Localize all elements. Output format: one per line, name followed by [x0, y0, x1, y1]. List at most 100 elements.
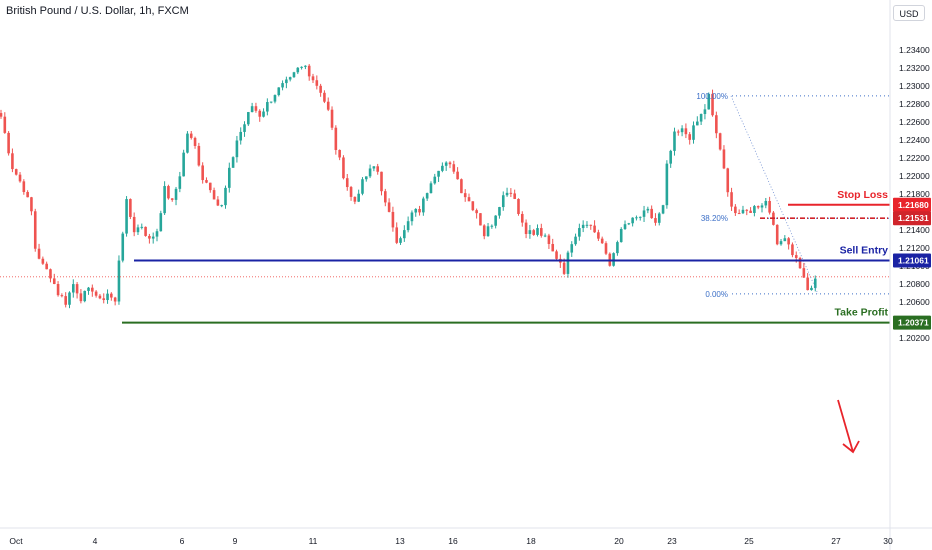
candle-body	[787, 238, 790, 245]
candle-body	[33, 211, 37, 249]
time-tick-label: 20	[614, 536, 624, 546]
candle-body	[91, 287, 94, 292]
candle-body	[79, 293, 83, 302]
candle-body	[148, 235, 151, 239]
price-tick-label: 1.22800	[899, 99, 930, 109]
candle-body	[102, 298, 106, 301]
candle-body	[349, 187, 353, 197]
candle-body	[262, 111, 265, 117]
candle-body	[45, 263, 48, 270]
candle-body	[113, 297, 117, 302]
candle-body	[159, 213, 163, 232]
candle-body	[136, 227, 140, 233]
candle-body	[163, 186, 166, 214]
candle-body	[304, 65, 307, 67]
candle-body	[323, 92, 326, 102]
candle-body	[0, 113, 3, 117]
candle-body	[798, 257, 802, 269]
price-label-box	[893, 253, 931, 268]
candle-body	[661, 205, 665, 214]
candle-body	[585, 224, 589, 226]
candle-body	[273, 95, 277, 102]
candle-body	[460, 179, 463, 194]
candle-body	[186, 133, 189, 153]
candle-body	[813, 278, 817, 288]
candle-body	[574, 236, 577, 245]
level-name: Take Profit	[835, 307, 889, 319]
candle-body	[475, 210, 478, 214]
candle-body	[753, 206, 756, 214]
price-tick-label: 1.20200	[899, 333, 930, 343]
candle-body	[456, 171, 459, 180]
candle-body	[372, 166, 376, 169]
candle-body	[540, 228, 543, 236]
candle-body	[410, 212, 414, 222]
candle-body	[151, 236, 155, 239]
candle-body	[300, 66, 303, 68]
time-tick-label: Oct	[9, 536, 23, 546]
candle-body	[528, 230, 532, 234]
down-arrow-head	[842, 440, 860, 454]
candle-body	[680, 128, 684, 133]
price-tick-label: 1.22000	[899, 171, 930, 181]
candle-body	[425, 193, 429, 199]
candle-body	[555, 251, 558, 259]
candle-body	[345, 178, 349, 188]
candle-body	[243, 124, 246, 132]
currency-button[interactable]: USD	[893, 5, 925, 21]
candle-body	[517, 198, 520, 214]
candle-body	[129, 199, 132, 217]
price-tick-label: 1.23400	[899, 45, 930, 55]
candle-body	[87, 287, 90, 291]
candle-body	[707, 93, 711, 110]
candle-body	[452, 164, 456, 172]
price-tick-label: 1.22400	[899, 135, 930, 145]
candle-body	[75, 284, 79, 294]
candle-body	[627, 223, 631, 225]
candle-body	[380, 171, 383, 192]
candle-body	[616, 242, 619, 254]
candle-body	[418, 209, 421, 213]
candle-body	[205, 180, 208, 183]
candle-body	[269, 101, 273, 103]
candle-body	[490, 225, 494, 227]
candle-body	[285, 79, 288, 84]
time-tick-label: 13	[395, 536, 405, 546]
candle-body	[155, 231, 159, 237]
chart-title: British Pound / U.S. Dollar, 1h, FXCM	[6, 5, 189, 17]
candle-body	[174, 188, 178, 200]
candle-body	[570, 244, 574, 253]
candle-body	[494, 215, 497, 226]
candle-body	[448, 162, 452, 165]
candle-body	[391, 211, 395, 228]
candle-body	[277, 87, 281, 96]
price-label-text: 1.21531	[898, 213, 929, 223]
candle-body	[509, 192, 513, 194]
candle-body	[326, 101, 330, 110]
candle-body	[692, 125, 695, 140]
candle-body	[768, 200, 771, 213]
fib-level-label: 100.00%	[696, 92, 728, 101]
candle-body	[144, 226, 147, 236]
candle-body	[22, 181, 26, 193]
candle-body	[429, 183, 433, 194]
candle-body	[646, 208, 650, 211]
candle-body	[384, 191, 387, 203]
time-tick-label: 6	[180, 536, 185, 546]
candle-body	[231, 157, 235, 168]
candle-body	[403, 230, 406, 239]
candle-body	[437, 170, 440, 177]
candle-body	[18, 174, 22, 182]
candle-body	[235, 140, 239, 158]
time-tick-label: 25	[744, 536, 754, 546]
candle-body	[224, 187, 227, 206]
level-name: Sell Entry	[840, 245, 889, 257]
candle-body	[760, 205, 764, 208]
candle-body	[551, 243, 555, 252]
candle-body	[342, 157, 345, 179]
candle-body	[764, 200, 768, 206]
candle-body	[26, 192, 29, 198]
candle-body	[296, 67, 300, 73]
candle-body	[94, 291, 98, 296]
candle-body	[110, 293, 113, 298]
